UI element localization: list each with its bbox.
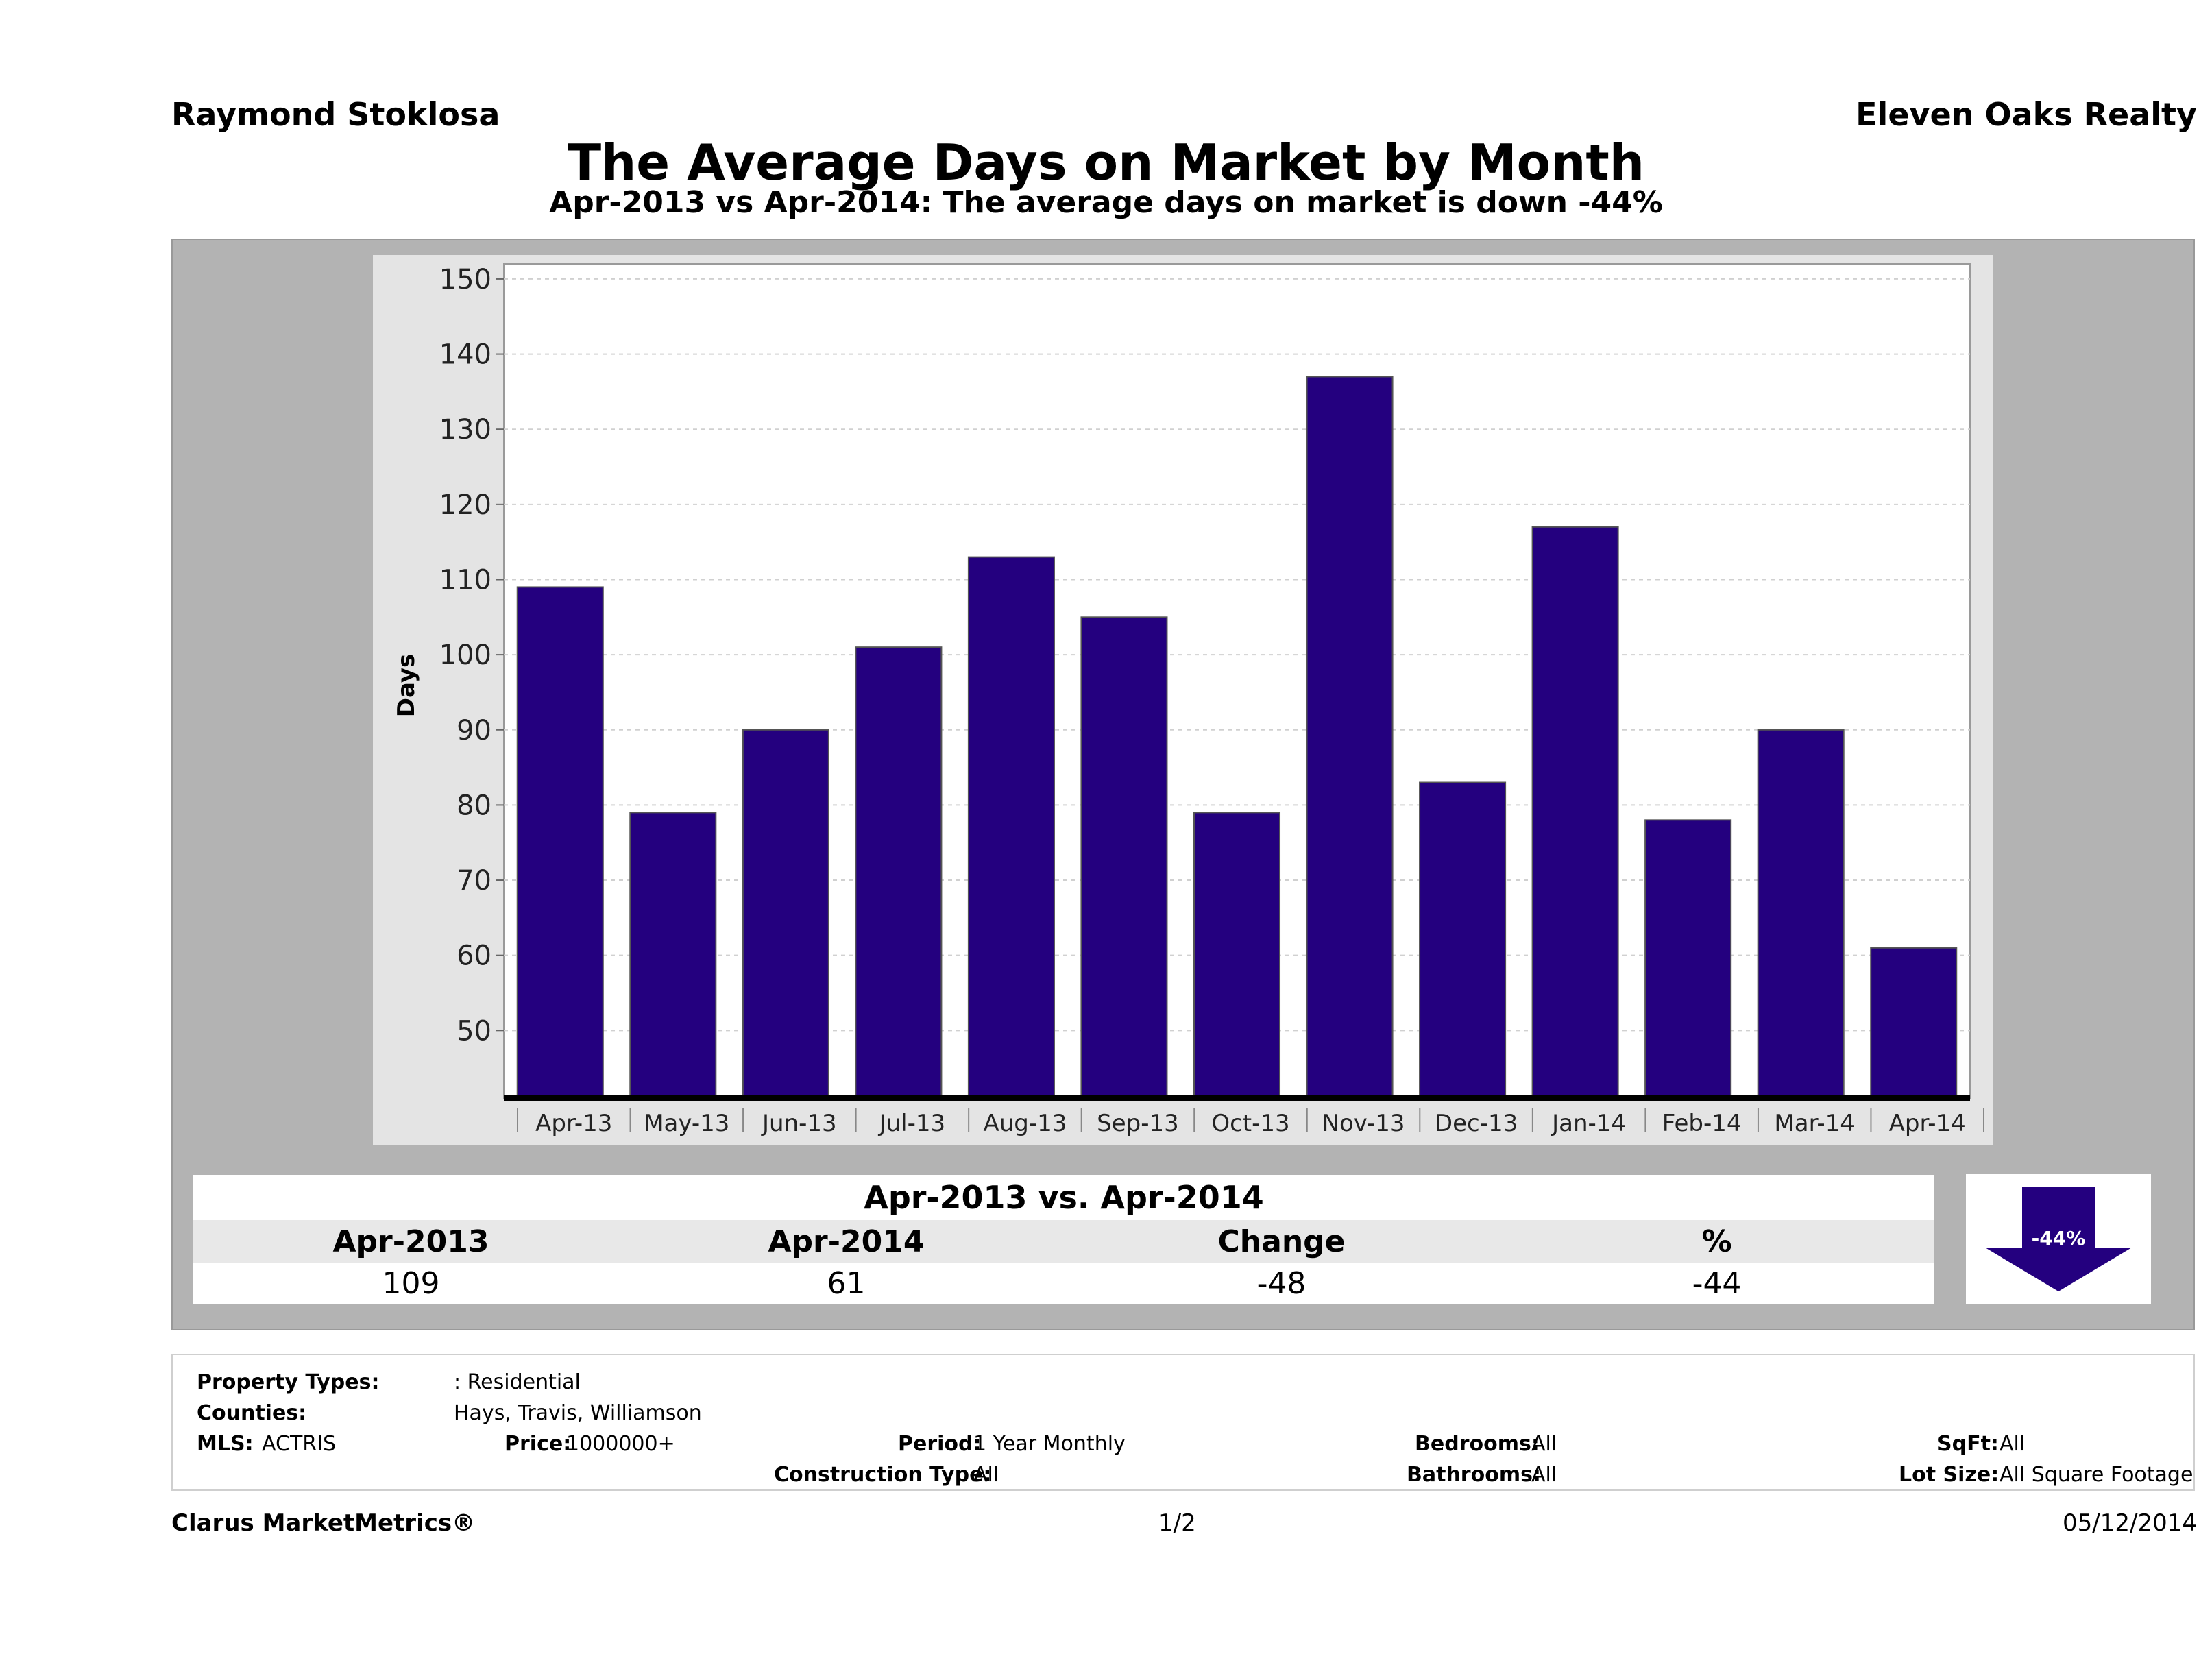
down-arrow-shape [1985, 1187, 2132, 1291]
x-tick-label: Jun-13 [761, 1110, 837, 1137]
period-value: 1 Year Monthly [973, 1432, 1126, 1456]
bar [1531, 526, 1619, 1099]
y-tick-label: 140 [439, 339, 491, 371]
summary-value-row: 109 61 -48 -44 [193, 1263, 1934, 1304]
x-tick-label: Feb-14 [1662, 1110, 1742, 1137]
bar [1193, 812, 1281, 1099]
y-tick-label: 80 [457, 790, 491, 821]
bar [967, 556, 1055, 1099]
y-tick-label: 70 [457, 865, 491, 897]
y-tick-label: 100 [439, 640, 491, 671]
summary-header-row: Apr-2013 Apr-2014 Change % [193, 1220, 1934, 1263]
x-tick-label: Apr-13 [535, 1110, 612, 1137]
y-tick-label: 120 [439, 489, 491, 521]
sqft-label: SqFt: [1937, 1432, 1999, 1456]
summary-header-cell: % [1701, 1224, 1732, 1259]
bar [629, 812, 717, 1099]
lot-size-value: All Square Footage [2000, 1463, 2193, 1487]
mls-label: MLS: [197, 1432, 254, 1456]
x-tick-label: Jan-14 [1551, 1110, 1626, 1137]
x-tick-label: Nov-13 [1322, 1110, 1405, 1137]
company-name: Eleven Oaks Realty [1856, 96, 2197, 133]
bar [1644, 819, 1732, 1099]
chart-frame: 50 60 70 80 90 100 110 120 130 140 150 Days Apr-13 Ma… [171, 239, 2195, 1330]
price-label: Price: [505, 1432, 572, 1456]
bar [1757, 729, 1845, 1099]
price-value: 1000000+ [566, 1432, 675, 1456]
counties-label: Counties: [197, 1401, 307, 1425]
brand-name: Clarus MarketMetrics® [171, 1509, 476, 1537]
y-tick-label: 90 [457, 715, 491, 746]
y-tick-label: 150 [439, 264, 491, 295]
bathrooms-value: All [1531, 1463, 1557, 1487]
y-tick-label: 130 [439, 414, 491, 446]
bar [1870, 947, 1958, 1099]
summary-table: Apr-2013 vs. Apr-2014 Apr-2013 Apr-2014 … [193, 1175, 1934, 1306]
bar [742, 729, 829, 1099]
summary-header-cell: Change [1217, 1224, 1346, 1259]
property-types-label: Property Types: [197, 1370, 380, 1394]
y-tick-label: 60 [457, 940, 491, 972]
counties-value: Hays, Travis, Williamson [454, 1401, 702, 1425]
sqft-value: All [2000, 1432, 2026, 1456]
y-tick-label: 50 [457, 1015, 491, 1047]
badge-label: -44% [2032, 1227, 2086, 1250]
summary-title: Apr-2013 vs. Apr-2014 [193, 1175, 1934, 1220]
chart-subtitle: Apr-2013 vs Apr-2014: The average days o… [549, 185, 1663, 220]
summary-value-cell: 109 [382, 1265, 440, 1301]
summary-value-cell: 61 [827, 1265, 866, 1301]
y-tick-label: 110 [439, 564, 491, 596]
period-label: Period: [898, 1432, 982, 1456]
x-tick-label: Dec-13 [1435, 1110, 1518, 1137]
page-number: 1/2 [1158, 1509, 1196, 1537]
x-tick-label: May-13 [644, 1110, 729, 1137]
property-types-value: : Residential [454, 1370, 581, 1394]
x-tick-label: Apr-14 [1889, 1110, 1966, 1137]
lot-size-label: Lot Size: [1899, 1463, 2000, 1487]
filter-info-panel: Property Types: : Residential Counties: … [171, 1354, 2195, 1491]
construction-type-value: All [973, 1463, 999, 1487]
bar [516, 586, 604, 1099]
x-tick-label: Oct-13 [1211, 1110, 1289, 1137]
x-tick-label: Aug-13 [983, 1110, 1067, 1137]
report-date: 05/12/2014 [2063, 1509, 2197, 1537]
bedrooms-value: All [1531, 1432, 1557, 1456]
down-arrow-icon: -44% [1985, 1187, 2132, 1291]
bedrooms-label: Bedrooms: [1415, 1432, 1540, 1456]
summary-header-cell: Apr-2014 [768, 1224, 925, 1259]
mls-value: ACTRIS [262, 1432, 337, 1456]
agent-name: Raymond Stoklosa [171, 96, 500, 133]
bar-chart: 50 60 70 80 90 100 110 120 130 140 150 Days Apr-13 Ma… [373, 255, 1993, 1145]
construction-type-label: Construction Type: [774, 1463, 992, 1487]
x-tick-label: Jul-13 [878, 1110, 946, 1137]
bar [1419, 781, 1507, 1099]
change-badge: -44% [1966, 1174, 2151, 1304]
summary-value-cell: -48 [1256, 1265, 1306, 1301]
bar [1080, 616, 1168, 1099]
chart-title: The Average Days on Market by Month [567, 134, 1645, 191]
bathrooms-label: Bathrooms: [1407, 1463, 1541, 1487]
x-tick-label: Mar-14 [1774, 1110, 1855, 1137]
summary-header-cell: Apr-2013 [332, 1224, 489, 1259]
summary-value-cell: -44 [1692, 1265, 1742, 1301]
x-tick-label: Sep-13 [1097, 1110, 1179, 1137]
y-axis-label: Days [393, 654, 420, 718]
bar [1306, 376, 1394, 1099]
bar [855, 646, 943, 1099]
